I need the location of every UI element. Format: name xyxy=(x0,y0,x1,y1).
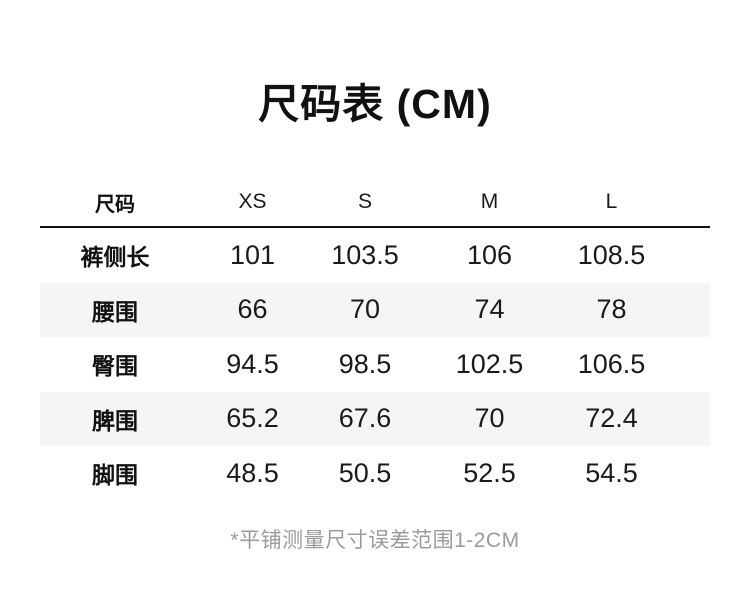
value-cell: 67.6 xyxy=(338,403,392,434)
value-cell: 48.5 xyxy=(226,457,279,488)
value-cell: 74 xyxy=(474,294,505,325)
row-label-cell: 裤侧长 xyxy=(80,244,150,271)
value-cell: 108.5 xyxy=(577,239,646,270)
value-cell: 50.5 xyxy=(338,457,392,488)
header-cell-size-xs: XS xyxy=(238,190,267,213)
row-label-cell: 腰围 xyxy=(92,298,138,325)
value-cell: 65.2 xyxy=(226,403,279,434)
row-label-cell: 臀围 xyxy=(92,353,138,380)
measurement-tolerance-note: *平铺测量尺寸误差范围1-2CM xyxy=(230,528,520,552)
row-label-cell: 脾围 xyxy=(92,407,138,434)
size-table: 尺码 XS S M L 裤侧长 101 103.5 106 108.5 腰围 66 70 74 78 臀围 9… xyxy=(40,178,710,501)
header-cell-size-label: 尺码 xyxy=(95,193,135,216)
header-cell-size-l: L xyxy=(605,190,618,213)
value-cell: 78 xyxy=(596,294,627,325)
header-cell-size-s: S xyxy=(357,190,372,213)
page-title: 尺码表 (CM) xyxy=(258,81,492,127)
value-cell: 94.5 xyxy=(226,348,279,379)
table-row: 腰围 66 70 74 78 xyxy=(40,282,710,337)
table-row: 裤侧长 101 103.5 106 108.5 xyxy=(40,228,710,283)
value-cell: 72.4 xyxy=(585,403,638,434)
value-cell: 106 xyxy=(466,239,513,270)
table-row: 脚围 48.5 50.5 52.5 54.5 xyxy=(40,446,710,501)
value-cell: 54.5 xyxy=(585,457,638,488)
value-cell: 98.5 xyxy=(338,348,392,379)
value-cell: 103.5 xyxy=(331,239,399,270)
header-cell-size-m: M xyxy=(480,190,499,213)
size-table-header-row: 尺码 XS S M L xyxy=(40,178,710,228)
value-cell: 106.5 xyxy=(577,348,646,379)
row-label-cell: 脚围 xyxy=(92,462,138,489)
table-row: 脾围 65.2 67.6 70 72.4 xyxy=(40,391,710,446)
value-cell: 101 xyxy=(229,239,276,270)
table-row: 臀围 94.5 98.5 102.5 106.5 xyxy=(40,337,710,392)
value-cell: 70 xyxy=(349,294,381,325)
value-cell: 70 xyxy=(474,403,505,434)
value-cell: 52.5 xyxy=(463,457,516,488)
value-cell: 66 xyxy=(237,294,268,325)
value-cell: 102.5 xyxy=(455,348,524,379)
size-table-body: 裤侧长 101 103.5 106 108.5 腰围 66 70 74 78 臀围 94.5 98.5 1… xyxy=(40,228,710,501)
